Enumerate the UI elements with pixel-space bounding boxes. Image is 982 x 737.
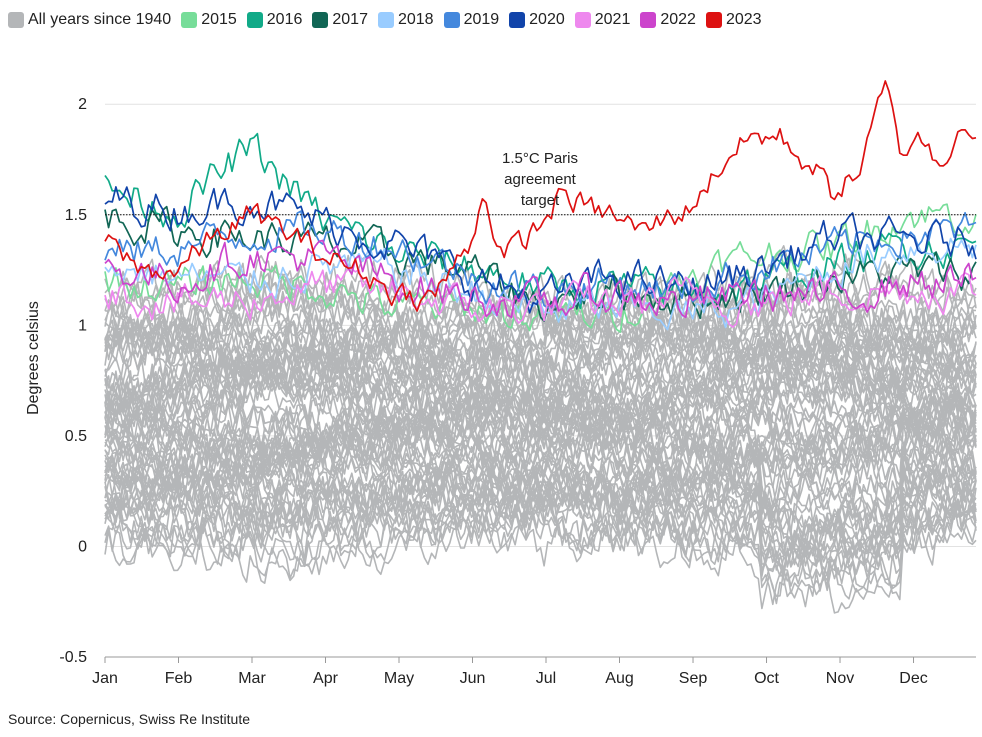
background-year-line (104, 262, 977, 364)
background-year-line (104, 317, 977, 419)
legend-item: 2021 (574, 11, 631, 29)
series-line-2016 (104, 132, 977, 310)
background-year-line (104, 272, 977, 379)
x-tick-label: Nov (826, 670, 854, 687)
y-tick-label: 2 (78, 96, 87, 113)
x-tick-label: Sep (679, 670, 708, 687)
x-tick-label: Feb (165, 670, 193, 687)
source-note: Source: Copernicus, Swiss Re Institute (8, 711, 250, 727)
x-tick-label: Dec (899, 670, 927, 687)
legend-item: 2022 (640, 11, 696, 29)
legend-swatch (705, 12, 722, 28)
background-year-line (104, 409, 977, 547)
background-year-line (104, 432, 977, 531)
series-lines (104, 80, 977, 333)
target-label-line: agreement (504, 171, 577, 188)
y-tick-label: -0.5 (59, 649, 87, 666)
target-label-line: 1.5°C Paris (502, 150, 578, 167)
x-tick-label: Apr (313, 670, 339, 687)
legend-label: 2015 (201, 11, 237, 28)
y-tick-labels: -0.5 0 0.5 1 1.5 2 (59, 96, 87, 666)
y-axis-label: Degrees celsius (25, 301, 42, 415)
legend-label: 2021 (594, 11, 631, 28)
x-tick-label: Oct (754, 670, 779, 687)
legend-label: All years since 1940 (28, 11, 172, 28)
background-year-line (104, 415, 977, 526)
background-series-lines (104, 245, 977, 614)
legend-swatch (246, 12, 263, 28)
background-year-line (104, 450, 977, 572)
background-year-line (104, 293, 977, 391)
legend-swatch (377, 12, 394, 28)
legend-item: 2020 (509, 11, 565, 29)
legend-item: 2019 (443, 11, 500, 29)
legend-item: 2018 (377, 11, 434, 29)
y-tick-label: 1.5 (65, 207, 87, 224)
legend-swatch (8, 12, 24, 28)
series-line-2023 (104, 80, 977, 312)
x-tick-label: Jan (92, 670, 118, 687)
x-tick-label: Mar (238, 670, 266, 687)
x-tick-label: Aug (605, 670, 633, 687)
legend-swatch (312, 12, 329, 28)
background-year-line (104, 257, 977, 359)
legend-item: 2015 (181, 11, 237, 29)
legend-label: 2020 (529, 11, 565, 28)
legend-item: 2023 (705, 11, 762, 29)
x-tick-label: May (384, 670, 414, 687)
series-line-2020 (104, 186, 977, 314)
y-tick-label: 0 (78, 538, 87, 555)
y-tick-label: 1 (78, 317, 87, 334)
legend-swatch (509, 12, 526, 28)
legend-swatch (181, 12, 198, 28)
legend-label: 2022 (660, 11, 696, 28)
legend-label: 2023 (725, 11, 762, 28)
legend-label: 2018 (397, 11, 434, 28)
background-year-line (104, 406, 977, 513)
legend-label: 2016 (266, 11, 303, 28)
x-tick-label: Jun (460, 670, 486, 687)
legend-item: 2016 (246, 11, 303, 29)
background-year-line (104, 467, 977, 561)
series-line-2022 (104, 239, 977, 319)
x-tick-labels: Jan Feb Mar Apr May Jun Jul Aug Sep Oct Nov Dec (92, 657, 928, 687)
legend-item: All years since 1940 (8, 11, 171, 29)
background-year-line (104, 458, 977, 601)
paris-target-label: 1.5°C Paris agreement target (502, 150, 578, 209)
series-line-2021 (104, 267, 977, 328)
legend-swatch (574, 12, 591, 28)
legend-label: 2017 (332, 11, 368, 28)
legend-label: 2019 (463, 11, 500, 28)
legend-item: 2017 (312, 11, 368, 29)
y-tick-label: 0.5 (65, 428, 87, 445)
legend-swatch (443, 12, 460, 28)
x-tick-label: Jul (536, 670, 556, 687)
legend: All years since 1940 2015 2016 2017 2018 2019… (8, 9, 772, 31)
target-label-line: target (521, 192, 560, 209)
background-year-line (104, 417, 977, 531)
legend-swatch (640, 12, 657, 28)
